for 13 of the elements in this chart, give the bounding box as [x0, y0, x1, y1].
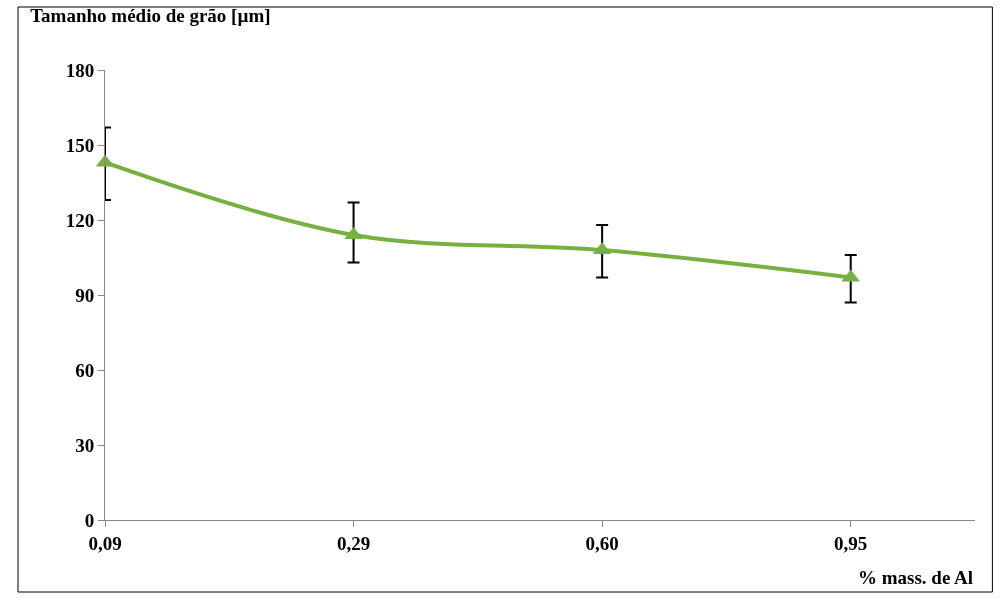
- x-axis-title: % mass. de Al: [858, 567, 974, 588]
- x-tick-label: 0,09: [88, 532, 122, 554]
- y-tick-label: 90: [75, 284, 95, 306]
- y-tick-label: 150: [65, 134, 95, 156]
- x-tick-label: 0,95: [834, 532, 868, 554]
- y-tick-label: 30: [75, 434, 95, 456]
- y-tick-label: 120: [65, 209, 95, 231]
- y-tick-label: 180: [65, 59, 95, 81]
- y-tick-label: 0: [84, 509, 95, 531]
- chart-title: Tamanho médio de grão [µm]: [30, 5, 271, 27]
- x-tick-label: 0,29: [336, 532, 371, 554]
- x-tick-label: 0,60: [585, 532, 619, 554]
- y-tick-label: 60: [75, 359, 95, 381]
